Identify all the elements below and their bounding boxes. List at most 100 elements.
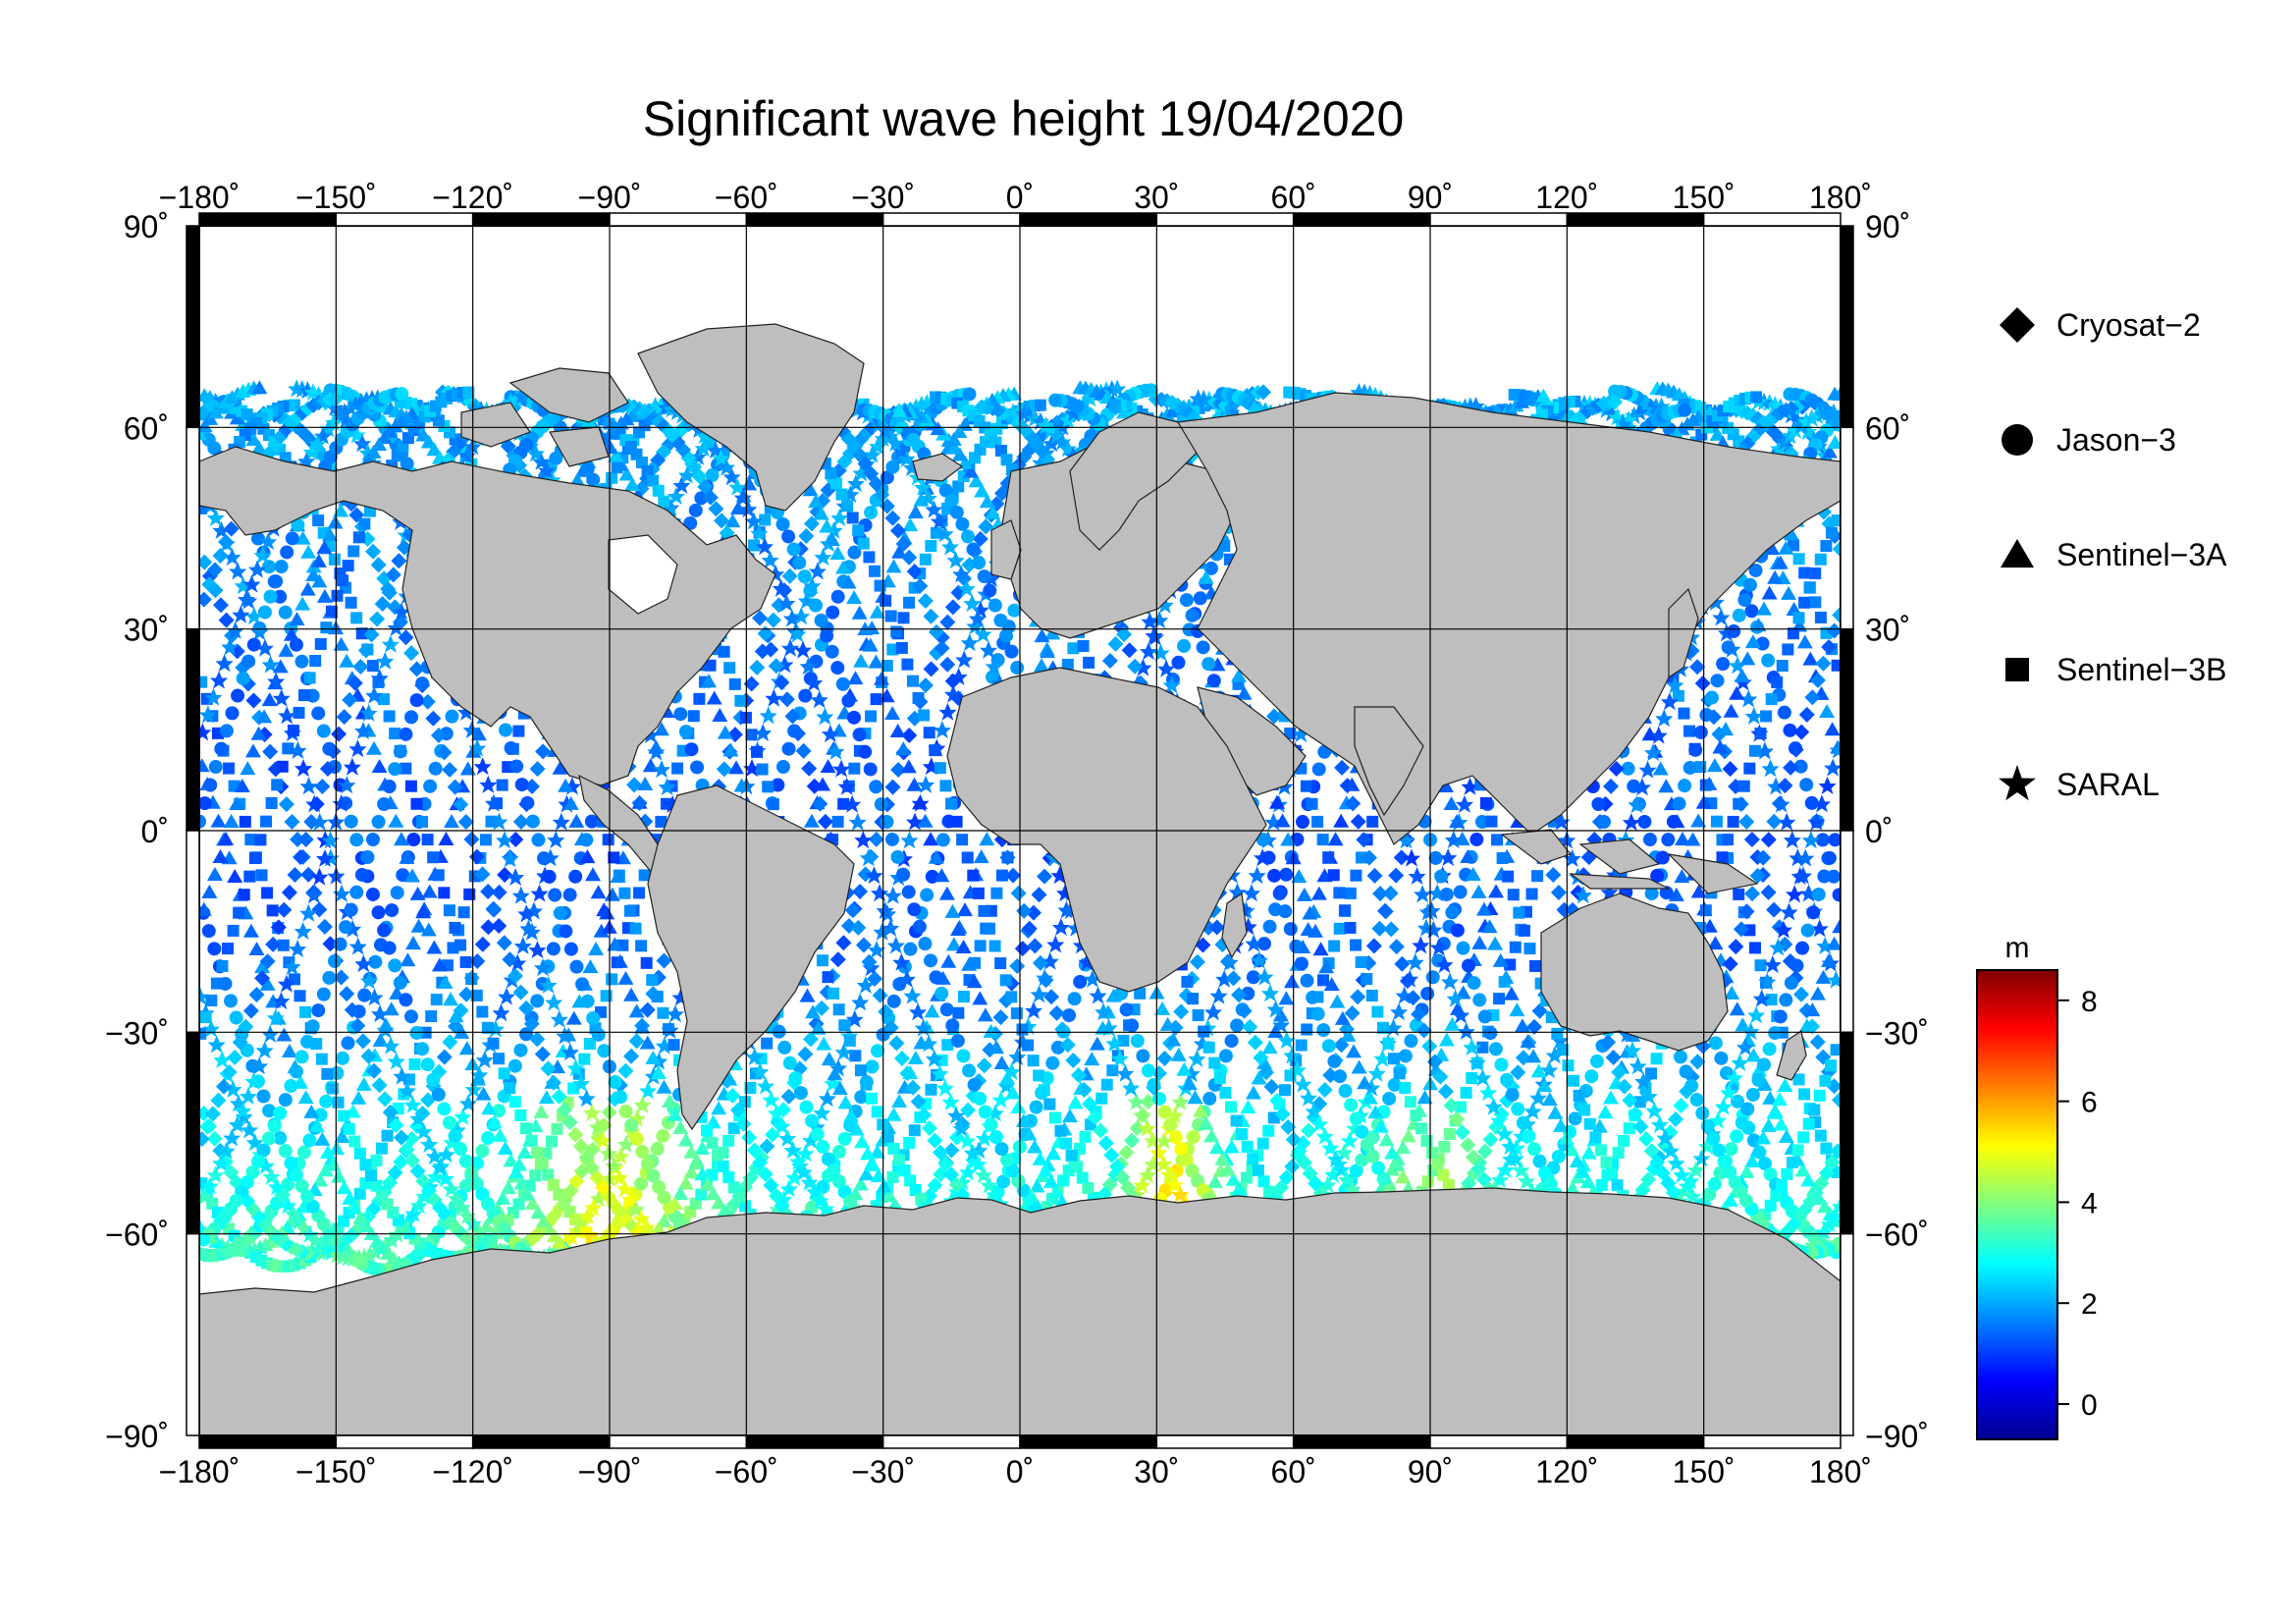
map-frame <box>186 212 1854 1449</box>
colorbar-tick-label: 2 <box>2081 1288 2098 1321</box>
legend-item-label: SARAL <box>2056 767 2160 802</box>
lat-tick-label-right: 60˚ <box>1865 410 1910 446</box>
lon-tick-label-bottom: −180˚ <box>159 1454 240 1489</box>
lon-tick-label-bottom: −150˚ <box>295 1454 377 1489</box>
wave-height-colorbar: m 0 2 4 6 8 <box>1976 932 2098 1440</box>
lon-tick-label-top: −60˚ <box>715 180 778 215</box>
circle-icon <box>2002 424 2033 456</box>
lon-tick-label-top: 60˚ <box>1271 180 1316 215</box>
lon-tick-label-bottom: −30˚ <box>851 1454 915 1489</box>
lat-tick-label-left: 30˚ <box>124 613 169 648</box>
lon-tick-label-top: 150˚ <box>1673 180 1735 215</box>
lat-tick-label-right: 30˚ <box>1865 613 1910 648</box>
north-america <box>199 446 776 786</box>
lon-tick-label-top: −90˚ <box>578 180 642 215</box>
lat-tick-label-right: 0˚ <box>1865 814 1893 849</box>
lat-tick-label-left: 60˚ <box>124 410 169 446</box>
lon-tick-label-top: −120˚ <box>432 180 513 215</box>
lon-tick-label-bottom: 180˚ <box>1809 1454 1872 1489</box>
lon-tick-label-bottom: 90˚ <box>1408 1454 1453 1489</box>
hudson-bay <box>608 534 678 615</box>
indonesia <box>1500 829 1759 894</box>
frame-segment <box>186 830 200 1034</box>
triangle-icon <box>2001 539 2034 568</box>
frame-segment <box>1840 225 1854 429</box>
axis-tick-labels: −180˚ −180˚ −150˚ −150˚ −120˚ −120˚ −90˚ −90˚ −6… <box>105 180 1929 1489</box>
lon-tick-label-bottom: −120˚ <box>432 1454 513 1489</box>
frame-segment <box>1019 1434 1158 1449</box>
lon-tick-label-top: 30˚ <box>1134 180 1179 215</box>
graticule <box>199 226 1841 1435</box>
lon-tick-label-top: −30˚ <box>851 180 915 215</box>
arctic-islands <box>460 367 629 467</box>
frame-segment <box>1155 1434 1295 1449</box>
lon-tick-label-bottom: 0˚ <box>1006 1454 1034 1489</box>
lon-tick-label-bottom: −90˚ <box>578 1454 642 1489</box>
legend-item: Jason−3 <box>2002 422 2176 458</box>
lat-tick-label-right: −90˚ <box>1865 1419 1929 1454</box>
colorbar-tick-label: 8 <box>2081 986 2098 1018</box>
lon-tick-label-top: 0˚ <box>1006 180 1034 215</box>
lon-tick-label-top: 120˚ <box>1535 180 1598 215</box>
legend-item: Sentinel−3A <box>2001 537 2227 572</box>
lat-tick-label-left: 0˚ <box>141 814 169 849</box>
lon-tick-label-bottom: 120˚ <box>1535 1454 1598 1489</box>
frame-segment <box>198 1434 338 1449</box>
legend-item: Cryosat−2 <box>2000 307 2201 343</box>
satellite-legend: Cryosat−2 Jason−3 Sentinel−3A Sentinel−3B SA… <box>1999 307 2227 802</box>
legend-item-label: Sentinel−3B <box>2056 652 2226 687</box>
frame-segment <box>186 627 200 832</box>
madagascar <box>1221 892 1248 959</box>
legend-item: Sentinel−3B <box>2005 652 2226 687</box>
frame-segment <box>1292 1434 1431 1449</box>
africa <box>946 667 1267 993</box>
lat-tick-label-left: −30˚ <box>105 1015 169 1051</box>
frame-segment <box>1840 426 1854 630</box>
lat-tick-label-right: −60˚ <box>1865 1217 1929 1253</box>
frame-segment <box>186 225 200 429</box>
lon-tick-label-top: 180˚ <box>1809 180 1872 215</box>
frame-segment <box>1566 1434 1705 1449</box>
lon-tick-label-top: 90˚ <box>1408 180 1453 215</box>
frame-segment <box>745 1434 884 1449</box>
lon-tick-label-bottom: 60˚ <box>1271 1454 1316 1489</box>
lat-tick-label-left: 90˚ <box>124 209 169 244</box>
lat-tick-label-left: −60˚ <box>105 1217 169 1253</box>
colorbar-unit: m <box>2005 932 2030 964</box>
frame-segment <box>1840 627 1854 832</box>
map-title: Significant wave height 19/04/2020 <box>642 91 1405 146</box>
star-icon <box>1999 765 2036 801</box>
frame-segment <box>186 1232 200 1436</box>
lon-tick-label-bottom: 150˚ <box>1673 1454 1735 1489</box>
lat-tick-label-right: 90˚ <box>1865 209 1910 244</box>
frame-segment <box>186 1031 200 1235</box>
legend-item-label: Cryosat−2 <box>2056 307 2201 343</box>
frame-segment <box>1702 1434 1842 1449</box>
frame-segment <box>1840 1031 1854 1235</box>
british-isles <box>990 519 1022 580</box>
colorbar-tick-label: 4 <box>2081 1187 2098 1219</box>
frame-segment <box>471 1434 611 1449</box>
colorbar-tick-label: 6 <box>2081 1087 2098 1119</box>
legend-item: SARAL <box>1999 765 2160 802</box>
frame-segment <box>1429 1434 1569 1449</box>
diamond-icon <box>2000 307 2035 343</box>
colorbar-gradient <box>1976 969 2058 1440</box>
scandinavia <box>1069 411 1199 551</box>
lon-tick-label-top: −180˚ <box>159 180 240 215</box>
lon-tick-label-bottom: −60˚ <box>715 1454 778 1489</box>
japan <box>1668 587 1699 679</box>
frame-segment <box>1840 1232 1854 1436</box>
frame-segment <box>186 426 200 630</box>
greenland <box>637 323 865 512</box>
legend-item-label: Sentinel−3A <box>2056 537 2227 572</box>
frame-segment <box>609 1434 748 1449</box>
colorbar-tick-label: 0 <box>2081 1389 2098 1422</box>
lat-tick-label-right: −30˚ <box>1865 1015 1929 1051</box>
lon-tick-label-top: −150˚ <box>295 180 377 215</box>
legend-item-label: Jason−3 <box>2056 422 2176 458</box>
asia <box>1177 392 1841 845</box>
lon-tick-label-bottom: 30˚ <box>1134 1454 1179 1489</box>
frame-segment <box>335 1434 474 1449</box>
